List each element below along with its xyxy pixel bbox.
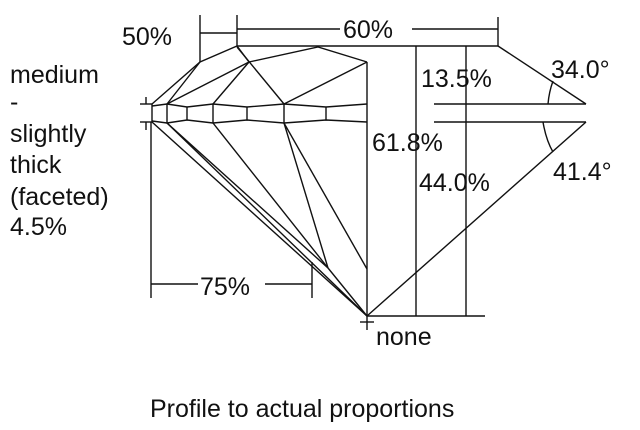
crown-profile-line	[497, 45, 587, 105]
pavilion-depth-label: 44.0%	[419, 169, 490, 197]
diamond-outline	[151, 45, 587, 317]
pavilion-facet	[327, 267, 368, 317]
girdle-top	[151, 103, 368, 108]
girdle-label-line: 4.5%	[10, 213, 67, 241]
pavilion-facet	[151, 121, 368, 317]
crown-facet	[212, 61, 250, 105]
crown-angle-arc	[547, 80, 554, 105]
crown-depth-label: 13.5%	[421, 65, 492, 93]
pavilion-facet	[212, 122, 329, 269]
girdle-label-line: medium	[10, 61, 99, 89]
crown-facet	[283, 61, 368, 105]
total-depth-label: 61.8%	[372, 129, 443, 157]
pavilion-angle-label: 41.4°	[553, 158, 612, 186]
dimension-lines	[140, 15, 499, 330]
crown-facet	[166, 61, 201, 105]
girdle-label-line: thick	[10, 151, 62, 179]
pavilion-facet	[166, 122, 329, 269]
lower-half-label: 75%	[200, 273, 250, 301]
caption: Profile to actual proportions	[150, 395, 454, 423]
crown-facet	[236, 46, 285, 105]
girdle-label-line: slightly	[10, 120, 87, 148]
culet-label: none	[376, 323, 432, 351]
girdle-bottom	[151, 119, 368, 124]
crown-facet	[166, 61, 250, 105]
girdle-label-line: (faceted)	[10, 183, 109, 211]
crown-height-label: 50%	[122, 23, 172, 51]
pavilion-profile-line	[366, 121, 587, 317]
girdle-label-line: -	[10, 88, 18, 116]
table-label: 60%	[343, 16, 393, 44]
girdle-label: medium - slightly thick (faceted) 4.5%	[10, 61, 109, 241]
crown-angle-label: 34.0°	[551, 56, 610, 84]
pavilion-angle-arc	[542, 121, 554, 153]
pavilion-facet	[283, 122, 329, 269]
pavilion-facet	[283, 122, 368, 270]
pavilion-facet	[166, 122, 368, 317]
